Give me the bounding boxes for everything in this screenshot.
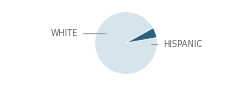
Wedge shape <box>126 28 157 43</box>
Text: HISPANIC: HISPANIC <box>151 40 203 49</box>
Wedge shape <box>95 12 157 74</box>
Text: WHITE: WHITE <box>50 29 106 38</box>
